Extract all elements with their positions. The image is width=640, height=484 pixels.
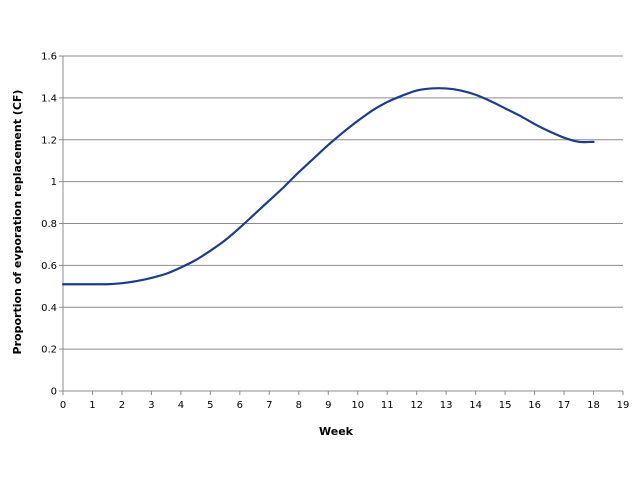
x-tick-label: 17 (558, 400, 571, 411)
x-tick-labels: 0 1 2 3 4 5 6 7 8 9 10 11 12 13 14 15 16 17 18 19 (60, 400, 630, 411)
y-tick-label: 0.6 (41, 261, 57, 272)
x-tick-label: 1 (89, 400, 95, 411)
x-tick-label: 4 (178, 400, 184, 411)
x-tick-label: 6 (237, 400, 243, 411)
x-tick-label: 18 (587, 400, 600, 411)
x-tick-label: 8 (296, 400, 302, 411)
series-line (61, 87, 595, 286)
x-tick-label: 7 (266, 400, 272, 411)
y-axis-title: Proportion of evporation replacement (CF… (11, 90, 24, 355)
x-tick-label: 19 (617, 400, 630, 411)
x-tick-label: 16 (528, 400, 541, 411)
x-tick-label: 14 (469, 400, 482, 411)
y-tick-label: 1.6 (41, 52, 57, 63)
series-layer (61, 87, 595, 286)
y-tick-labels: 0 0.2 0.4 0.6 0.8 1 1.2 1.4 1.6 (41, 52, 57, 398)
x-tick-label: 9 (325, 400, 331, 411)
y-tick-label: 1.2 (41, 135, 57, 146)
x-tick-label: 13 (440, 400, 453, 411)
x-tick-label: 10 (351, 400, 364, 411)
y-tick-label: 1 (51, 177, 57, 188)
x-tick-label: 3 (148, 400, 154, 411)
y-tick-label: 0.8 (41, 219, 57, 230)
axes (59, 55, 624, 395)
y-tick-label: 0 (51, 387, 57, 398)
x-axis-title: Week (319, 425, 354, 438)
x-tick-label: 5 (207, 400, 213, 411)
y-tick-label: 0.4 (41, 303, 57, 314)
x-tick-label: 2 (119, 400, 125, 411)
x-tick-label: 12 (410, 400, 423, 411)
x-tick-label: 11 (381, 400, 394, 411)
y-tick-label: 1.4 (41, 93, 57, 104)
gridlines (63, 55, 623, 350)
x-tick-label: 15 (499, 400, 512, 411)
y-tick-label: 0.2 (41, 345, 57, 356)
x-tick-label: 0 (60, 400, 66, 411)
